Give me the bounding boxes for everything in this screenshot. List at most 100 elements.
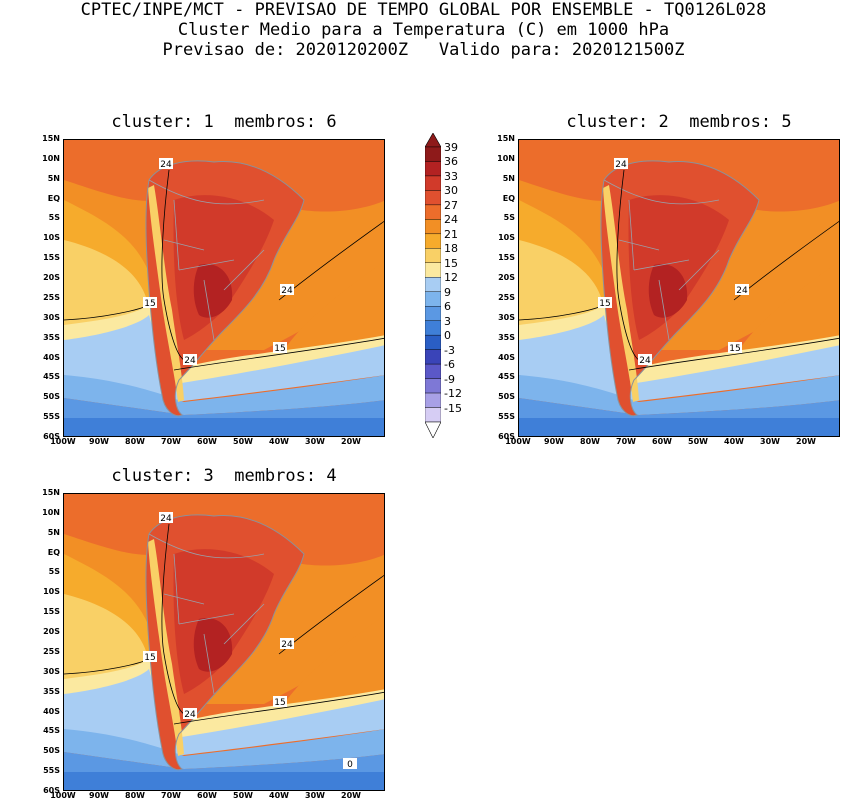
- x-tick-label: 50W: [688, 437, 708, 446]
- colorbar-label: 39: [444, 141, 458, 154]
- colorbar-swatch: [424, 392, 442, 408]
- contour-label: 15: [143, 651, 157, 663]
- y-tick-label: 15S: [43, 607, 60, 617]
- colorbar-label: 0: [444, 329, 451, 343]
- panel-title-3: cluster: 3 membros: 4: [111, 466, 337, 486]
- svg-text:24: 24: [639, 356, 651, 366]
- y-tick-label: 50S: [43, 392, 60, 402]
- svg-text:15: 15: [274, 344, 285, 354]
- y-tick-label: 15N: [42, 488, 60, 497]
- y-tick-label: 30S: [43, 312, 60, 322]
- y-tick-label: 5S: [48, 567, 60, 577]
- header-line-1: CPTEC/INPE/MCT - PREVISAO DE TEMPO GLOBA…: [80, 0, 767, 20]
- svg-text:24: 24: [281, 286, 293, 296]
- y-tick-label: EQ: [47, 547, 60, 557]
- x-tick-label: 70W: [616, 437, 636, 446]
- y-tick-label: 40S: [498, 352, 515, 362]
- colorbar-label: -12: [444, 387, 462, 401]
- colorbar-label: 18: [444, 242, 458, 256]
- x-tick-label: 60W: [652, 437, 672, 446]
- y-tick-label: 15S: [43, 253, 60, 263]
- y-tick-label: 25S: [498, 292, 515, 302]
- y-tick-label: 25S: [43, 292, 60, 302]
- x-tick-label: 20W: [341, 791, 361, 800]
- contour-label: 15: [273, 342, 287, 354]
- colorbar-label: 24: [444, 213, 458, 227]
- y-tick-label: EQ: [47, 193, 60, 203]
- x-tick-label: 50W: [233, 437, 253, 446]
- y-tick-label: 60S: [43, 432, 60, 441]
- svg-text:0: 0: [347, 760, 353, 770]
- x-tick-label: 20W: [796, 437, 816, 446]
- panel-title-1: cluster: 1 membros: 6: [111, 112, 337, 132]
- y-tick-label: 45S: [43, 372, 60, 382]
- colorbar-swatch: [424, 378, 442, 394]
- svg-text:24: 24: [615, 160, 627, 170]
- svg-text:24: 24: [281, 640, 293, 650]
- y-tick-label: 10N: [497, 153, 515, 163]
- colorbar-label: 12: [444, 271, 458, 285]
- y-tick-label: 25S: [43, 646, 60, 656]
- colorbar-label: -9: [444, 372, 455, 386]
- colorbar-label: 6: [444, 300, 451, 314]
- svg-text:15: 15: [729, 344, 740, 354]
- colorbar-label: 30: [444, 184, 458, 198]
- contour-label: 24: [159, 512, 173, 524]
- contour-label: 15: [273, 696, 287, 708]
- svg-text:15: 15: [599, 299, 610, 309]
- x-tick-label: 60W: [197, 791, 217, 800]
- y-tick-label: 5S: [503, 213, 515, 223]
- y-tick-label: 55S: [43, 412, 60, 422]
- contour-label: 15: [143, 297, 157, 309]
- y-tick-label: 20S: [43, 627, 60, 637]
- contour-label: 15: [728, 342, 742, 354]
- y-tick-label: 35S: [498, 332, 515, 342]
- colorbar-swatch: [424, 233, 442, 249]
- x-tick-label: 40W: [269, 437, 289, 446]
- colorbar-swatch: [424, 407, 442, 423]
- colorbar-label: 36: [444, 155, 458, 169]
- x-tick-label: 90W: [89, 791, 109, 800]
- svg-text:15: 15: [144, 299, 155, 309]
- y-tick-label: 15N: [42, 134, 60, 143]
- y-tick-label: 40S: [43, 706, 60, 716]
- svg-text:15: 15: [274, 698, 285, 708]
- colorbar-swatch: [424, 262, 442, 278]
- y-tick-label: 20S: [43, 273, 60, 283]
- x-tick-label: 50W: [233, 791, 253, 800]
- colorbar-label: -6: [444, 358, 455, 372]
- colorbar-swatch: [424, 219, 442, 235]
- y-tick-label: 15N: [497, 134, 515, 143]
- contour-label: 24: [280, 638, 294, 650]
- colorbar-swatch: [424, 161, 442, 177]
- y-tick-label: 5S: [48, 213, 60, 223]
- x-tick-label: 100W: [50, 437, 76, 446]
- header-line-2: Cluster Medio para a Temperatura (C) em …: [177, 20, 670, 40]
- y-tick-label: 45S: [498, 372, 515, 382]
- colorbar-swatch: [424, 363, 442, 379]
- colorbar-label: 33: [444, 169, 458, 183]
- x-tick-label: 70W: [161, 791, 181, 800]
- x-tick-label: 60W: [197, 437, 217, 446]
- contour-label: 24: [614, 158, 628, 170]
- y-tick-label: 5N: [502, 173, 515, 183]
- x-tick-label: 90W: [544, 437, 564, 446]
- y-tick-label: 10S: [43, 587, 60, 597]
- x-tick-label: 70W: [161, 437, 181, 446]
- colorbar-label: -15: [444, 401, 462, 415]
- colorbar-swatch: [424, 146, 442, 162]
- y-tick-label: 15S: [498, 253, 515, 263]
- colorbar-swatch: [424, 291, 442, 307]
- contour-label: 24: [638, 354, 652, 366]
- x-tick-label: 30W: [760, 437, 780, 446]
- colorbar-swatch: [424, 204, 442, 220]
- y-tick-label: 50S: [43, 746, 60, 756]
- x-tick-label: 90W: [89, 437, 109, 446]
- map-panel-cluster-2: 24 24 24 15 15: [518, 139, 840, 437]
- y-tick-label: 5N: [47, 527, 60, 537]
- y-tick-label: EQ: [502, 193, 515, 203]
- colorbar-swatch: [424, 306, 442, 321]
- y-tick-label: 30S: [43, 666, 60, 676]
- x-tick-label: 80W: [580, 437, 600, 446]
- x-tick-label: 80W: [125, 437, 145, 446]
